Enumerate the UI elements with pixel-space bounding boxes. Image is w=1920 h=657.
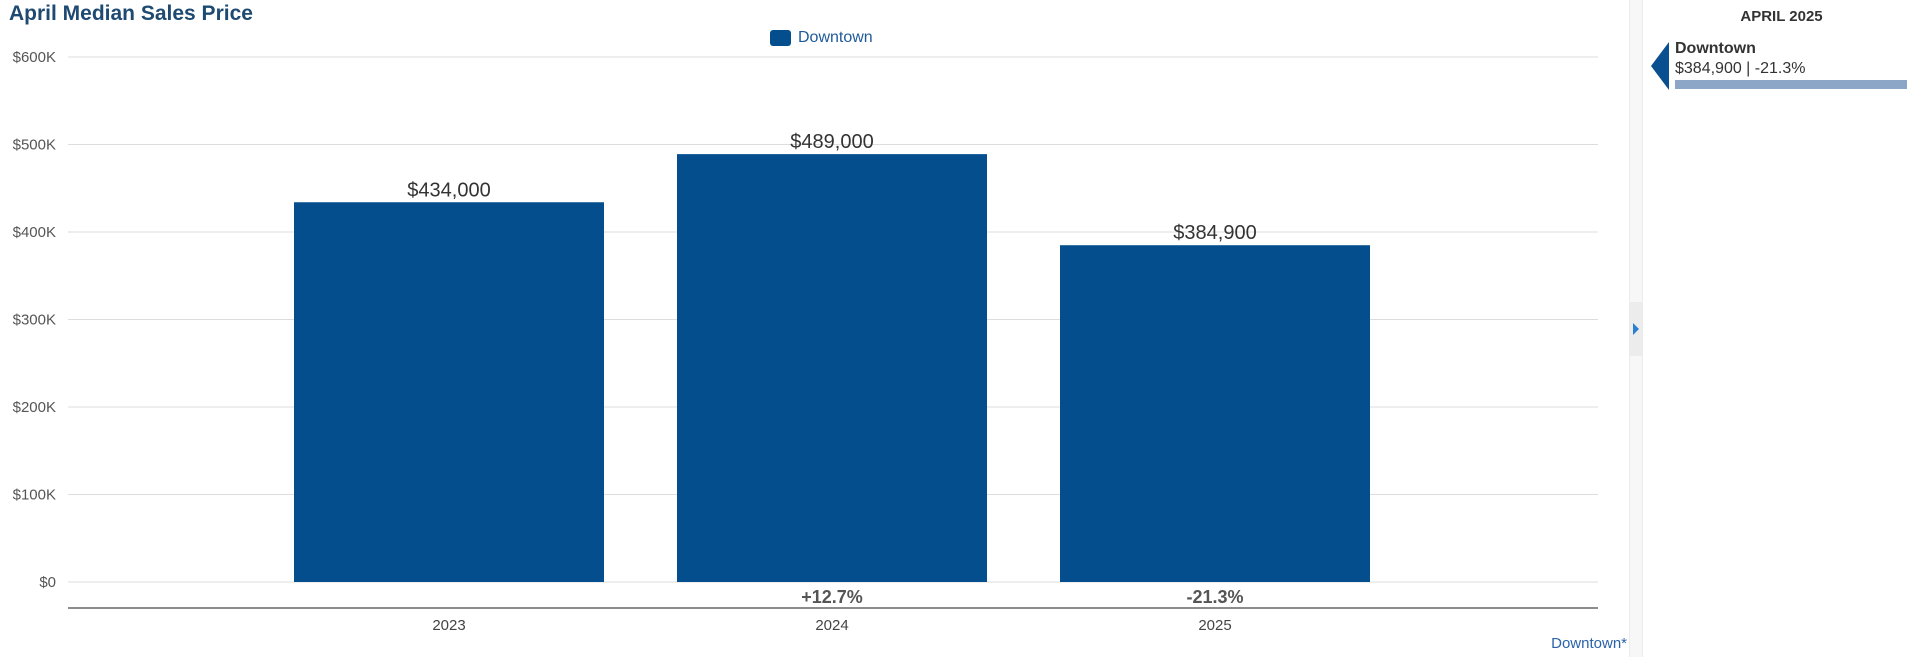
panel-item-value: $384,900 | -21.3% xyxy=(1675,60,1806,77)
bar-value-label: $384,900 xyxy=(1173,222,1256,244)
bar xyxy=(294,202,604,582)
change-label: -21.3% xyxy=(1186,587,1243,607)
bar xyxy=(677,154,987,582)
legend-swatch xyxy=(770,30,791,46)
y-tick-label: $400K xyxy=(13,224,56,241)
bar-value-label: $434,000 xyxy=(407,179,490,201)
bar-chart: $0 $100K $200K $300K $400K $500K $600K $434,000… xyxy=(13,49,1598,634)
y-tick-label: $300K xyxy=(13,312,56,329)
footer-note-link[interactable]: Downtown* xyxy=(1551,635,1627,652)
side-panel: APRIL 2025 Downtown $384,900 | -21.3% xyxy=(1643,0,1920,657)
x-tick-label: 2024 xyxy=(815,617,848,634)
legend-label: Downtown xyxy=(798,29,873,46)
y-tick-label: $100K xyxy=(13,487,56,504)
change-label: +12.7% xyxy=(801,587,863,607)
y-tick-label: $500K xyxy=(13,137,56,154)
panel-item-downtown[interactable]: Downtown $384,900 | -21.3% xyxy=(1651,40,1911,92)
x-tick-label: 2023 xyxy=(432,617,465,634)
x-tick-label: 2025 xyxy=(1198,617,1231,634)
panel-pointer-icon xyxy=(1651,42,1669,90)
panel-item-name: Downtown xyxy=(1675,40,1756,57)
panel-title: APRIL 2025 xyxy=(1740,8,1823,25)
y-tick-label: $600K xyxy=(13,49,56,66)
chart-title: April Median Sales Price xyxy=(9,2,253,25)
legend-item-downtown[interactable]: Downtown xyxy=(770,29,873,47)
collapse-panel-toggle[interactable] xyxy=(1629,302,1643,356)
bar-value-label: $489,000 xyxy=(790,131,873,153)
y-tick-label: $200K xyxy=(13,399,56,416)
y-tick-label: $0 xyxy=(39,574,56,591)
panel-item-bar xyxy=(1675,80,1907,89)
bar xyxy=(1060,245,1370,582)
